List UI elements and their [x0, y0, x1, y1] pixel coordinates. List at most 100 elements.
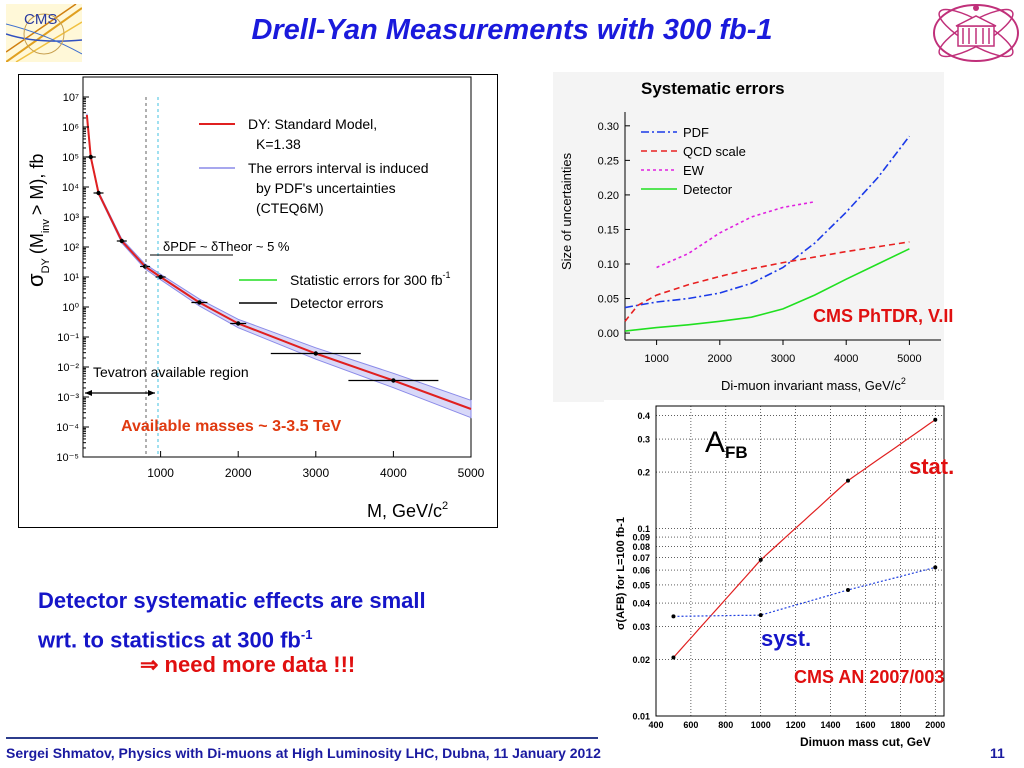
dy-cross-section-chart: 10⁷ 10⁶ 10⁵ 10⁴ 10³ 10² 10¹ 10⁰ 10⁻¹ 10⁻² 10⁻³ 10⁻⁴… — [23, 76, 485, 521]
y-tick-label: 0.09 — [632, 533, 650, 543]
chart-title: Systematic errors — [641, 79, 785, 98]
data-point — [846, 587, 850, 592]
x-tick-label: 5000 — [897, 353, 921, 365]
y-tick-label: 0.00 — [598, 328, 619, 340]
footer-text: Sergei Shmatov, Physics with Di-muons at… — [6, 745, 601, 761]
series-line-stat — [673, 419, 936, 658]
x-tick-label: 5000 — [458, 466, 485, 480]
tevatron-annotation: Tevatron available region — [93, 364, 249, 380]
y-tick-label: 0.4 — [637, 411, 650, 421]
page-number: 11 — [990, 745, 1005, 761]
x-tick-label: 1400 — [821, 720, 841, 730]
legend-entry: EW — [683, 163, 705, 178]
legend-band-line1: The errors interval is induced — [248, 160, 429, 176]
x-tick-label: 400 — [648, 720, 663, 730]
available-masses-annotation: Available masses ~ 3-3.5 TeV — [121, 418, 341, 435]
legend-det: Detector errors — [290, 295, 383, 311]
series-line-ew — [656, 201, 815, 269]
legend-stat: Statistic errors for 300 fb-1 — [290, 270, 451, 288]
dubna-logo — [933, 4, 1019, 62]
y-tick-label: 0.3 — [637, 435, 650, 445]
x-tick-label: 2000 — [925, 720, 945, 730]
y-tick-label: 0.15 — [598, 224, 619, 236]
y-tick-label: 10⁶ — [62, 122, 79, 134]
stat-label: stat. — [909, 454, 954, 479]
y-tick-label: 10² — [63, 242, 79, 254]
y-tick-label: 0.08 — [632, 542, 650, 552]
data-point — [236, 321, 241, 326]
x-tick-label: 3000 — [302, 466, 329, 480]
x-tick-label: 4000 — [380, 466, 407, 480]
x-tick-label: 1000 — [751, 720, 771, 730]
x-tick-label: 1200 — [786, 720, 806, 730]
legend-entry: PDF — [683, 125, 709, 140]
footer-rule — [6, 737, 598, 739]
y-tick-label: 10⁻³ — [57, 392, 79, 404]
series-line-detector — [624, 248, 910, 332]
y-tick-label: 10⁰ — [62, 302, 79, 314]
data-point — [158, 274, 163, 280]
y-tick-label: 0.07 — [632, 553, 650, 563]
afb-label: AFB — [705, 426, 748, 462]
legend-band-line3: (CTEQ6M) — [256, 200, 324, 216]
y-tick-label: 10⁵ — [62, 152, 79, 164]
y-axis-label: Size of uncertainties — [559, 152, 574, 270]
data-point — [119, 238, 125, 244]
data-point — [671, 614, 676, 619]
y-tick-label: 10⁻¹ — [57, 332, 79, 344]
an-source: CMS AN 2007/003 — [794, 667, 945, 687]
systematic-errors-chart: Systematic errors 0.00 0.05 0.10 0.15 0.20 0.… — [559, 79, 941, 393]
x-tick-label: 1800 — [890, 720, 910, 730]
series-line-syst — [673, 566, 936, 617]
x-axis-label: Dimuon mass cut, GeV — [800, 735, 931, 748]
body-line-2: wrt. to statistics at 300 fb-1 — [38, 627, 313, 653]
y-tick-label: 0.02 — [632, 655, 650, 665]
x-tick-label: 2000 — [225, 466, 252, 480]
cms-logo-text: CMS — [24, 11, 57, 28]
y-tick-label: 10¹ — [63, 272, 79, 284]
tevatron-arrow-heads — [85, 390, 155, 396]
data-point — [88, 154, 93, 160]
x-tick-label: 1600 — [855, 720, 875, 730]
y-tick-label: 0.04 — [632, 599, 650, 609]
plot-frame — [655, 405, 945, 717]
y-tick-label: 10⁻² — [57, 362, 79, 374]
legend-sm-line1: DY: Standard Model, — [248, 116, 377, 132]
slide-title: Drell-Yan Measurements with 300 fb-1 — [251, 14, 773, 46]
body-text: Detector systematic effects are small wr… — [38, 584, 426, 657]
legend-entry: Detector — [683, 182, 733, 197]
x-tick-label: 1000 — [644, 353, 668, 365]
data-point — [96, 190, 101, 196]
data-point — [846, 478, 850, 483]
y-tick-label: 0.25 — [598, 155, 619, 167]
x-axis-label: Di-muon invariant mass, GeV/c2 — [721, 376, 906, 393]
y-tick-label: 10⁷ — [63, 92, 79, 104]
series-line-qcd-scale — [624, 241, 910, 322]
phtdr-source: CMS PhTDR, V.II — [813, 306, 954, 326]
y-tick-label: 0.20 — [598, 190, 619, 202]
conclusion-text: ⇒ need more data !!! — [140, 652, 356, 677]
legend-sm-line2: K=1.38 — [256, 136, 301, 152]
y-tick-label: 10³ — [63, 212, 79, 224]
delta-annotation: δPDF ~ δTheor ~ 5 % — [163, 239, 290, 254]
y-tick-label: 0.03 — [632, 622, 650, 632]
x-axis-label: M, GeV/c2 — [367, 500, 448, 521]
x-tick-label: 2000 — [708, 353, 732, 365]
x-tick-label: 3000 — [771, 353, 795, 365]
data-point — [758, 557, 763, 562]
afb-chart: 0.01 0.02 0.03 0.04 0.05 0.06 0.070.080.090.1 0… — [615, 405, 954, 749]
y-tick-label: 10⁴ — [62, 182, 79, 194]
y-tick-label: 0.2 — [637, 468, 650, 478]
dy-cross-section-panel: 10⁷ 10⁶ 10⁵ 10⁴ 10³ 10² 10¹ 10⁰ 10⁻¹ 10⁻² 10⁻³ 10⁻⁴… — [18, 74, 498, 528]
y-tick-label: 0.1 — [637, 524, 650, 534]
y-tick-label: 0.30 — [598, 121, 619, 133]
data-point — [391, 378, 396, 383]
data-point — [933, 417, 938, 422]
data-point — [142, 264, 148, 269]
x-tick-label: 1000 — [147, 466, 174, 480]
y-tick-label: 0.05 — [632, 580, 650, 590]
legend-entry: QCD scale — [683, 144, 746, 159]
systematic-errors-panel: Systematic errors 0.00 0.05 0.10 0.15 0.20 0.… — [553, 72, 944, 402]
legend-band-line2: by PDF's uncertainties — [256, 180, 396, 196]
series-line-pdf — [624, 135, 911, 309]
